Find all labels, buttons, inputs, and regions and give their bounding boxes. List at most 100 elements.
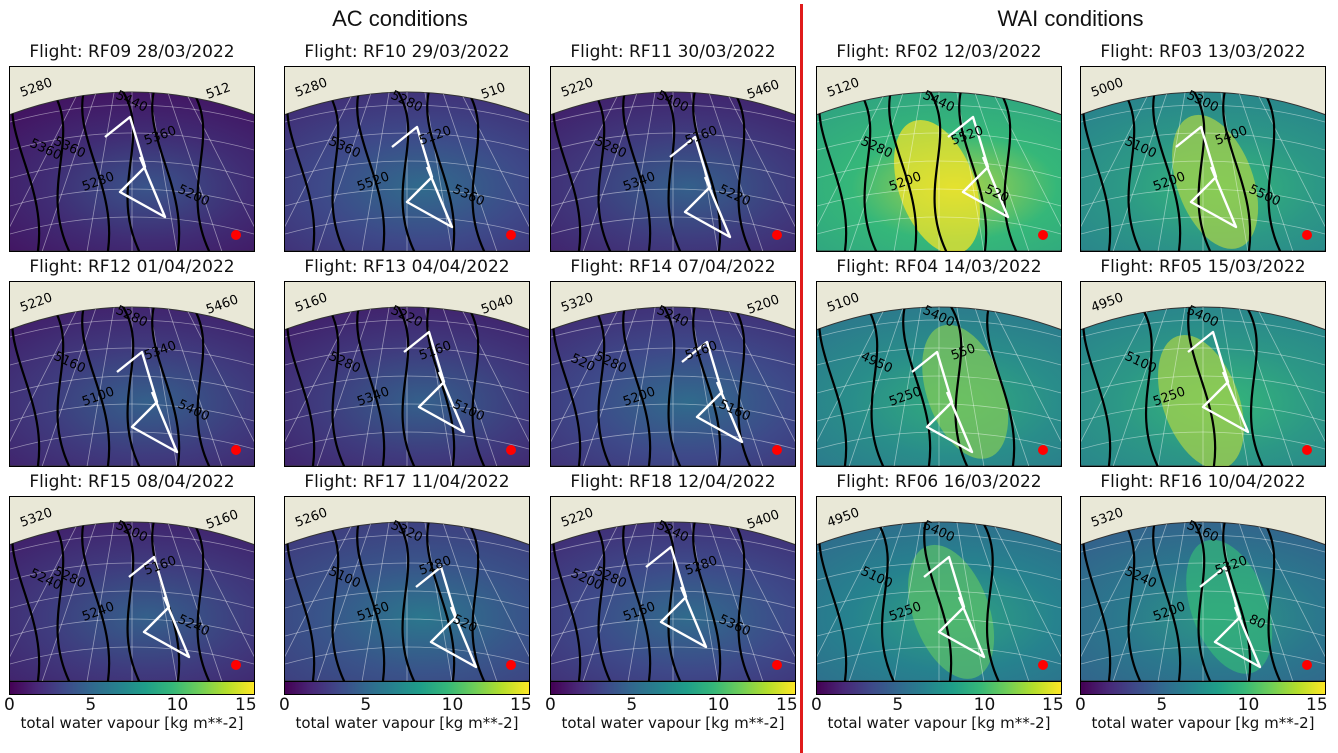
longitude-gridline [1202,92,1299,251]
geopotential-contour [464,522,488,681]
longitude-gridline [1107,307,1204,466]
colorbar-tick: 10 [973,695,996,715]
panel-title: Flight: RF17 11/04/2022 [304,472,510,492]
longitude-gridline [285,307,408,466]
latitude-gridline [10,375,254,407]
colorbar-label: total water vapour [kg m**-2] [20,714,244,732]
geopotential-contour [1120,522,1144,681]
geopotential-contour [394,522,418,681]
colorbar-tick: 10 [707,695,730,715]
longitude-gridline [406,92,503,251]
longitude-gridline [406,522,503,681]
longitude-gridline [938,92,1035,251]
geopotential-contour [923,522,953,681]
map-panel: Flight: RF04 14/03/2022 5100 4950 5250 5400 5… [813,255,1065,471]
station-marker [506,445,516,455]
geopotential-contour [1260,92,1284,251]
geopotential-contour [49,522,73,681]
latitude-gridline [817,646,1061,678]
latitude-gridline [10,403,254,435]
map-frame: 5260 5100 5160 5320 5280 520 [284,496,530,682]
geopotential-contour [324,307,348,466]
latitude-gridline [1081,618,1325,650]
longitude-gridline [843,522,940,681]
map-panel: Flight: RF11 30/03/2022 5220 5280 5340 5400 5… [547,40,799,256]
geopotential-contour [622,307,652,466]
geopotential-contour [1187,307,1217,466]
geopotential-contour [873,522,898,681]
latitude-gridline [551,160,795,192]
latitude-gridline [285,403,529,435]
geopotential-contour [888,92,918,251]
geopotential-contour [926,92,950,251]
moisture-band [1172,114,1259,249]
geopotential-contour [590,307,614,466]
colorbar-tick: 15 [1042,695,1064,715]
geopotential-contour [464,92,488,251]
station-marker [1038,230,1048,240]
geopotential-contour [189,92,213,251]
geopotential-contour [958,92,988,251]
moisture-band [908,544,995,679]
flight-track [947,115,1010,219]
longitude-gridline [551,92,674,251]
colorbar-tick: 5 [85,695,97,715]
flight-track [128,555,191,659]
longitude-gridline [1202,92,1251,251]
map-panel: Flight: RF09 28/03/2022 5280 5360 5280 5440 5… [6,40,258,256]
map-frame: 4950 5100 5250 5400 [816,496,1062,682]
longitude-gridline [285,92,408,251]
longitude-gridline [625,92,674,251]
geopotential-contour [394,307,418,466]
latitude-gridline [10,646,254,678]
station-marker [231,230,241,240]
latitude-gridline [1081,403,1325,435]
latitude-gridline [10,590,254,622]
longitude-gridline [1081,307,1204,466]
wai-section-title: WAI conditions [997,6,1144,31]
map-frame: 5220 5280 5160 5240 5280 5360 5400 5200 [550,496,796,682]
colorbar-label: total water vapour [kg m**-2] [561,714,785,732]
station-marker [231,445,241,455]
colorbar: 0 5 10 15 total water vapour [kg m**-2] [811,681,1065,751]
latitude-gridline [817,160,1061,192]
colorbar-tick: 0 [279,695,290,715]
longitude-gridline [359,307,408,466]
longitude-gridline [84,522,133,681]
latitude-gridline [817,188,1061,220]
geopotential-contour [622,92,652,251]
geopotential-contour [81,307,111,466]
flight-track [681,340,744,444]
geopotential-contour [996,92,1020,251]
panel-title: Flight: RF10 29/03/2022 [304,42,510,62]
latitude-gridline [1081,160,1325,192]
longitude-gridline [406,92,455,251]
latitude-gridline [817,403,1061,435]
map-frame: 5320 5280 5200 5240 5160 5160 5200 520 [550,281,796,467]
latitude-gridline [10,431,254,463]
geopotential-contour [986,307,1016,466]
geopotential-contour [426,522,456,681]
latitude-gridline [817,375,1061,407]
latitude-gridline [285,618,529,650]
colorbar-tick: 15 [776,695,798,715]
longitude-gridline [672,307,721,466]
longitude-gridline [1155,522,1204,681]
map-panel: Flight: RF02 12/03/2022 5120 5280 5200 5440 5… [813,40,1065,256]
longitude-gridline [131,307,228,466]
latitude-gridline [551,646,795,678]
colorbar-tick: 0 [811,695,822,715]
longitude-gridline [672,522,721,681]
map-frame: 4950 5100 5250 5400 [1080,281,1326,467]
geopotential-contour [1190,522,1214,681]
geopotential-contour [660,92,684,251]
latitude-gridline [1081,375,1325,407]
water-vapour-field [551,306,795,466]
colorbar-label: total water vapour [kg m**-2] [295,714,519,732]
colorbar-tick: 5 [360,695,372,715]
latitude-gridline [1081,347,1325,379]
ac-section-title: AC conditions [332,6,468,31]
